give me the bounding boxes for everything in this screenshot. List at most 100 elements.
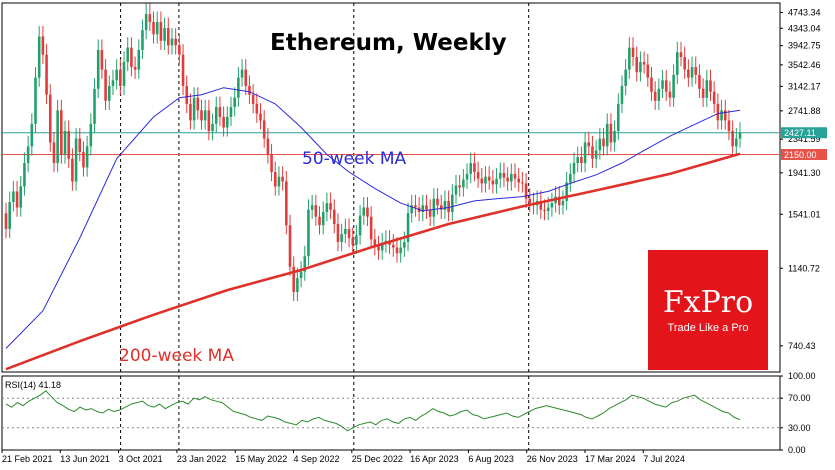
candle-body: [12, 191, 15, 203]
candle-body: [255, 103, 259, 114]
candle-body: [687, 69, 690, 78]
candle-body: [233, 97, 236, 108]
candle-body: [395, 247, 399, 254]
candle-body: [152, 21, 155, 35]
ma200-annotation: 200-week MA: [119, 346, 234, 366]
candle-body: [664, 80, 668, 92]
candle-body: [45, 54, 48, 95]
candle-body: [451, 194, 454, 213]
logo-name: FxPro: [663, 285, 753, 320]
candle-body: [616, 103, 620, 132]
candle-body: [296, 278, 299, 292]
candle-body: [60, 110, 63, 155]
candle-body: [200, 110, 203, 121]
candle-body: [672, 74, 675, 98]
candle-body: [288, 225, 292, 267]
candle-body: [723, 110, 727, 121]
candle-body: [174, 38, 177, 46]
candle-body: [414, 205, 417, 208]
candle-body: [480, 178, 484, 184]
candle-body: [34, 77, 37, 124]
candle-body: [93, 88, 96, 124]
candle-body: [270, 154, 273, 173]
candle-body: [598, 138, 602, 151]
candle-body: [133, 67, 137, 70]
candle-body: [676, 52, 679, 75]
candle-body: [510, 173, 513, 182]
candle-body: [325, 203, 329, 213]
candle-body: [259, 113, 262, 121]
fxpro-logo: FxPro Trade Like a Pro: [648, 250, 768, 370]
candle-body: [347, 228, 351, 239]
candle-body: [613, 131, 616, 143]
date-tick-label: 23 Jan 2022: [177, 454, 227, 464]
candle-body: [572, 163, 576, 174]
candle-body: [318, 216, 321, 226]
candle-body: [735, 138, 738, 147]
candle-body: [391, 244, 395, 248]
candle-body: [631, 47, 635, 58]
date-tick-label: 17 Mar 2024: [585, 454, 636, 464]
ma50-line: [5, 87, 741, 349]
candle-body: [550, 203, 554, 208]
candle-body: [657, 88, 661, 101]
date-tick-label: 25 Dec 2022: [352, 454, 403, 464]
candle-body: [498, 172, 502, 179]
candle-body: [74, 138, 78, 182]
rsi-panel-frame: [1, 375, 781, 451]
rsi-tick-label: 30.00: [788, 423, 811, 433]
candle-body: [52, 142, 56, 164]
candle-body: [738, 132, 742, 139]
candle-body: [679, 52, 683, 58]
candle-body: [19, 186, 23, 208]
price-badge-label: 2427.11: [784, 128, 816, 138]
candle-body: [410, 205, 414, 214]
candle-body: [159, 21, 163, 41]
candle-body: [303, 256, 307, 272]
candle-body: [428, 209, 432, 217]
candle-body: [104, 69, 107, 101]
candle-body: [48, 94, 52, 143]
candle-body: [181, 54, 185, 86]
candle-body: [192, 97, 196, 121]
candle-body: [712, 91, 716, 104]
price-tick-label: 1140.72: [788, 263, 820, 273]
candle-body: [189, 103, 192, 121]
candle-body: [462, 179, 465, 188]
candle-body: [340, 234, 343, 243]
price-tick-label: 2341.59: [788, 134, 821, 144]
candle-body: [67, 131, 70, 159]
candle-body: [332, 209, 336, 224]
candle-body: [465, 173, 469, 180]
candle-body: [635, 57, 639, 73]
candle-body: [82, 152, 85, 168]
candle-body: [292, 266, 295, 292]
candle-body: [321, 212, 325, 226]
date-tick-label: 15 May 2022: [235, 454, 287, 464]
candle-body: [369, 216, 373, 240]
candle-body: [15, 191, 19, 208]
rsi-line: [5, 390, 741, 432]
candle-body: [273, 172, 277, 187]
candle-body: [524, 183, 528, 199]
candle-body: [506, 177, 509, 182]
candle-body: [115, 69, 118, 81]
candle-body: [709, 80, 712, 92]
candle-body: [185, 85, 189, 104]
candle-body: [491, 180, 495, 185]
candle-body: [167, 27, 170, 46]
candle-body: [620, 85, 624, 104]
candle-body: [196, 97, 200, 111]
candle-body: [137, 49, 141, 70]
candle-body: [71, 158, 74, 182]
candle-body: [240, 69, 244, 78]
candle-body: [653, 91, 657, 101]
price-tick-label: 4743.34: [788, 7, 821, 17]
price-tick-label: 740.43: [788, 341, 816, 351]
candle-body: [63, 131, 67, 155]
price-badge-label: 2150.00: [784, 150, 817, 160]
candle-body: [447, 200, 450, 213]
candle-body: [30, 123, 34, 147]
candle-body: [701, 88, 705, 98]
